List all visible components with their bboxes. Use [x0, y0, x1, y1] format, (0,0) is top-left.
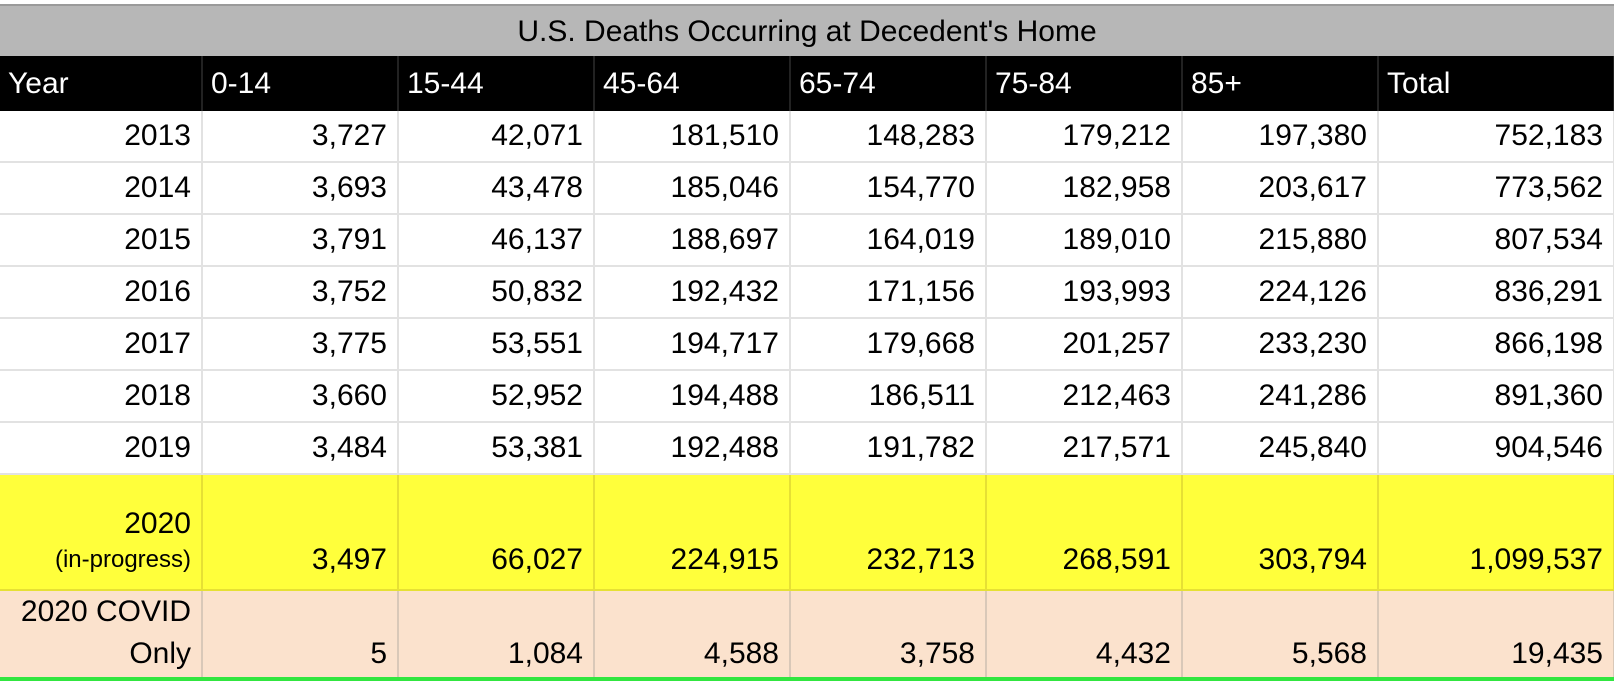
year-cell[interactable]: 2020 COVID Only	[0, 590, 203, 681]
value-cell[interactable]: 53,551	[398, 318, 595, 371]
value-cell[interactable]: 192,488	[594, 422, 791, 475]
value-cell[interactable]: 268,591	[986, 474, 1183, 591]
value-cell[interactable]: 194,488	[594, 370, 791, 423]
table-row: 2014 3,693 43,478 185,046 154,770 182,958 203,…	[0, 162, 1614, 215]
value-cell[interactable]: 5	[202, 590, 399, 681]
value-cell[interactable]: 154,770	[790, 162, 987, 215]
value-cell[interactable]: 224,126	[1182, 266, 1379, 319]
value-cell[interactable]: 3,660	[202, 370, 399, 423]
covid-label-line2: Only	[129, 637, 191, 670]
value-cell[interactable]: 1,099,537	[1378, 474, 1614, 591]
year-label: 2020	[124, 507, 191, 540]
column-header[interactable]: Year	[0, 56, 203, 111]
value-cell[interactable]: 3,484	[202, 422, 399, 475]
value-cell[interactable]: 245,840	[1182, 422, 1379, 475]
value-cell[interactable]: 233,230	[1182, 318, 1379, 371]
table-row: 2019 3,484 53,381 192,488 191,782 217,571 245,…	[0, 422, 1614, 475]
column-header[interactable]: 75-84	[986, 56, 1183, 111]
year-cell[interactable]: 2020 (in-progress)	[0, 474, 203, 591]
value-cell[interactable]: 179,668	[790, 318, 987, 371]
value-cell[interactable]: 201,257	[986, 318, 1183, 371]
table-row: 2013 3,727 42,071 181,510 148,283 179,212 197,…	[0, 111, 1614, 163]
header-row: Year 0-14 15-44 45-64 65-74 75-84 85+ Total	[0, 56, 1614, 111]
value-cell[interactable]: 1,084	[398, 590, 595, 681]
value-cell[interactable]: 3,758	[790, 590, 987, 681]
value-cell[interactable]: 203,617	[1182, 162, 1379, 215]
value-cell[interactable]: 186,511	[790, 370, 987, 423]
value-cell[interactable]: 185,046	[594, 162, 791, 215]
covid-label-line1: 2020 COVID	[20, 595, 191, 628]
value-cell[interactable]: 807,534	[1378, 214, 1614, 267]
value-cell[interactable]: 752,183	[1378, 111, 1614, 163]
value-cell[interactable]: 182,958	[986, 162, 1183, 215]
value-cell[interactable]: 891,360	[1378, 370, 1614, 423]
value-cell[interactable]: 164,019	[790, 214, 987, 267]
value-cell[interactable]: 66,027	[398, 474, 595, 591]
value-cell[interactable]: 193,993	[986, 266, 1183, 319]
value-cell[interactable]: 50,832	[398, 266, 595, 319]
value-cell[interactable]: 179,212	[986, 111, 1183, 163]
column-header[interactable]: 45-64	[594, 56, 791, 111]
value-cell[interactable]: 52,952	[398, 370, 595, 423]
value-cell[interactable]: 217,571	[986, 422, 1183, 475]
value-cell[interactable]: 42,071	[398, 111, 595, 163]
value-cell[interactable]: 189,010	[986, 214, 1183, 267]
table-row-2020-covid: 2020 COVID Only 5 1,084 4,588 3,758 4,432 5,568…	[0, 590, 1614, 681]
value-cell[interactable]: 3,791	[202, 214, 399, 267]
column-header[interactable]: 0-14	[202, 56, 399, 111]
value-cell[interactable]: 3,497	[202, 474, 399, 591]
table-title: U.S. Deaths Occurring at Decedent's Home	[0, 6, 1614, 56]
value-cell[interactable]: 194,717	[594, 318, 791, 371]
value-cell[interactable]: 171,156	[790, 266, 987, 319]
value-cell[interactable]: 46,137	[398, 214, 595, 267]
value-cell[interactable]: 19,435	[1378, 590, 1614, 681]
value-cell[interactable]: 3,752	[202, 266, 399, 319]
value-cell[interactable]: 5,568	[1182, 590, 1379, 681]
year-cell[interactable]: 2019	[0, 422, 203, 475]
value-cell[interactable]: 3,775	[202, 318, 399, 371]
value-cell[interactable]: 904,546	[1378, 422, 1614, 475]
deaths-table: Year 0-14 15-44 45-64 65-74 75-84 85+ Total 201…	[0, 56, 1614, 681]
in-progress-note: (in-progress)	[54, 546, 191, 573]
value-cell[interactable]: 241,286	[1182, 370, 1379, 423]
table-row: 2017 3,775 53,551 194,717 179,668 201,257 233,…	[0, 318, 1614, 371]
column-header[interactable]: 65-74	[790, 56, 987, 111]
year-cell[interactable]: 2015	[0, 214, 203, 267]
year-cell[interactable]: 2018	[0, 370, 203, 423]
year-cell[interactable]: 2014	[0, 162, 203, 215]
table-row: 2016 3,752 50,832 192,432 171,156 193,993 224,…	[0, 266, 1614, 319]
value-cell[interactable]: 866,198	[1378, 318, 1614, 371]
value-cell[interactable]: 4,588	[594, 590, 791, 681]
value-cell[interactable]: 53,381	[398, 422, 595, 475]
year-cell[interactable]: 2013	[0, 111, 203, 163]
table-row: 2015 3,791 46,137 188,697 164,019 189,010 215,…	[0, 214, 1614, 267]
value-cell[interactable]: 148,283	[790, 111, 987, 163]
value-cell[interactable]: 773,562	[1378, 162, 1614, 215]
value-cell[interactable]: 224,915	[594, 474, 791, 591]
value-cell[interactable]: 188,697	[594, 214, 791, 267]
value-cell[interactable]: 232,713	[790, 474, 987, 591]
year-cell[interactable]: 2016	[0, 266, 203, 319]
value-cell[interactable]: 836,291	[1378, 266, 1614, 319]
table-row: 2018 3,660 52,952 194,488 186,511 212,463 241,…	[0, 370, 1614, 423]
table-row-2020-in-progress: 2020 (in-progress) 3,497 66,027 224,915 232,7…	[0, 474, 1614, 591]
column-header[interactable]: Total	[1378, 56, 1614, 111]
value-cell[interactable]: 4,432	[986, 590, 1183, 681]
value-cell[interactable]: 212,463	[986, 370, 1183, 423]
value-cell[interactable]: 215,880	[1182, 214, 1379, 267]
value-cell[interactable]: 197,380	[1182, 111, 1379, 163]
column-header[interactable]: 15-44	[398, 56, 595, 111]
column-header[interactable]: 85+	[1182, 56, 1379, 111]
value-cell[interactable]: 3,727	[202, 111, 399, 163]
value-cell[interactable]: 3,693	[202, 162, 399, 215]
year-cell[interactable]: 2017	[0, 318, 203, 371]
value-cell[interactable]: 303,794	[1182, 474, 1379, 591]
value-cell[interactable]: 192,432	[594, 266, 791, 319]
value-cell[interactable]: 191,782	[790, 422, 987, 475]
value-cell[interactable]: 43,478	[398, 162, 595, 215]
value-cell[interactable]: 181,510	[594, 111, 791, 163]
sheet-top-edge	[0, 0, 1614, 6]
